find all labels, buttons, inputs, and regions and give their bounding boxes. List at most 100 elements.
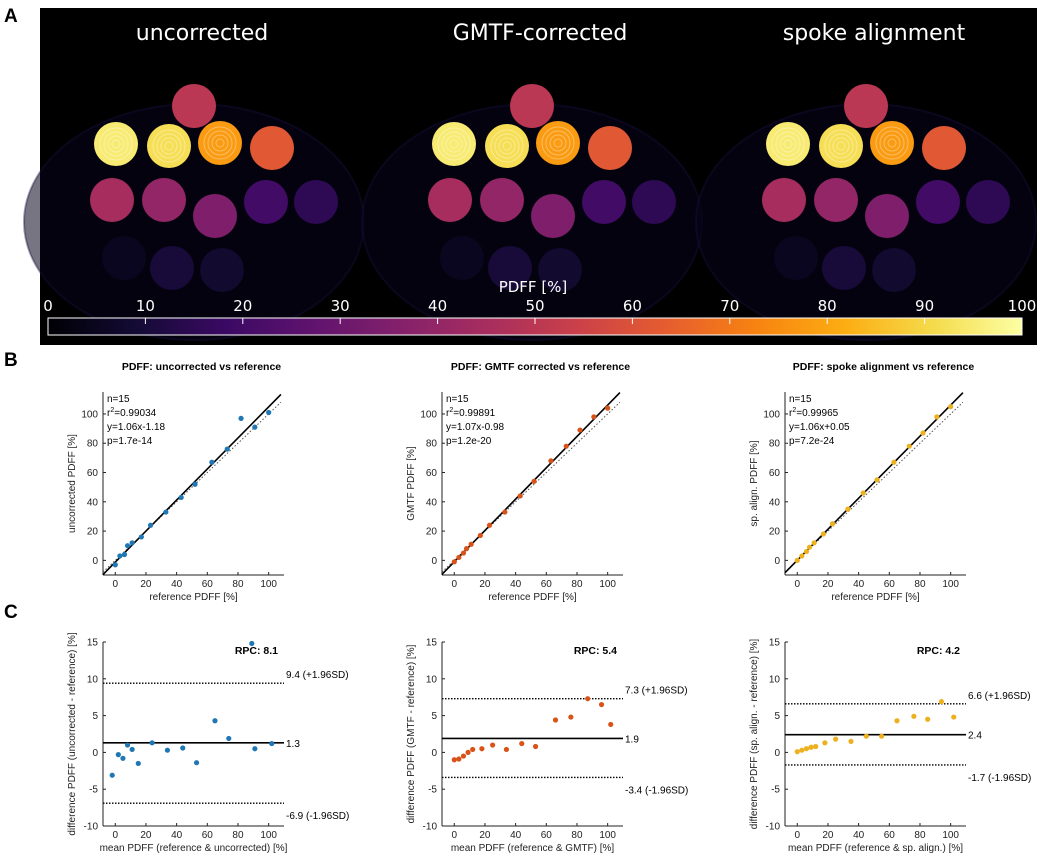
data-point bbox=[532, 743, 539, 750]
data-point bbox=[548, 458, 554, 464]
phantom-vial bbox=[872, 248, 916, 292]
identity-line bbox=[784, 401, 964, 573]
phantom-vial bbox=[844, 84, 888, 128]
x-axis-label: reference PDFF [%] bbox=[488, 592, 577, 603]
data-point bbox=[820, 531, 826, 537]
data-point bbox=[112, 562, 118, 568]
fit-line bbox=[784, 392, 964, 574]
phantom-vial bbox=[510, 84, 554, 128]
data-point bbox=[934, 414, 940, 420]
data-point bbox=[249, 640, 255, 647]
phantom-vial bbox=[766, 122, 810, 166]
data-point bbox=[813, 743, 819, 750]
phantom-vial bbox=[244, 180, 288, 224]
panel-label-b: B bbox=[4, 350, 18, 371]
upper-loa-label: 7.3 (+1.96SD) bbox=[625, 686, 688, 697]
stat-r2-prefix: r bbox=[107, 408, 111, 419]
data-point bbox=[938, 699, 945, 705]
y-tick-label: 100 bbox=[763, 409, 780, 420]
data-point bbox=[456, 756, 462, 762]
y-tick-label: 5 bbox=[431, 711, 437, 722]
phantom-vial bbox=[485, 124, 529, 168]
stat-r2: r2=0.99891 bbox=[446, 407, 496, 419]
phantom-vial bbox=[90, 178, 134, 222]
rpc-label: RPC: 8.1 bbox=[235, 645, 278, 657]
data-point bbox=[874, 477, 880, 483]
data-point bbox=[531, 478, 537, 484]
data-point bbox=[120, 755, 126, 761]
x-tick-label: 40 bbox=[171, 830, 183, 841]
vial-ring bbox=[494, 133, 520, 159]
phantom-vial bbox=[632, 180, 676, 224]
data-point bbox=[115, 752, 121, 758]
data-point bbox=[891, 459, 897, 465]
y-tick-label: -10 bbox=[423, 822, 438, 833]
phantom-vial bbox=[172, 84, 216, 128]
phantom-vial bbox=[150, 246, 194, 290]
colorbar-tick-labels: 0 10 20 30 40 50 60 70 80 90 100 bbox=[43, 297, 1036, 315]
stat-p: p=1.7e-14 bbox=[107, 436, 153, 447]
data-point bbox=[799, 747, 805, 753]
colorbar-tick-label: 60 bbox=[623, 297, 642, 315]
vial-ring bbox=[203, 126, 237, 160]
data-point bbox=[266, 409, 272, 416]
data-point bbox=[608, 721, 614, 728]
data-point bbox=[238, 415, 244, 421]
phantom-vial bbox=[822, 246, 866, 290]
data-point bbox=[845, 506, 851, 512]
vial-ring bbox=[553, 138, 563, 148]
y-tick-label: 10 bbox=[426, 674, 438, 685]
x-tick-label: 60 bbox=[541, 830, 553, 841]
colorbar-tick-label: 50 bbox=[525, 297, 544, 315]
phantom-vial bbox=[870, 121, 914, 165]
stat-fit: y=1.07x-0.98 bbox=[446, 422, 505, 433]
lower-loa-label: -1.7 (-1.96SD) bbox=[968, 773, 1031, 784]
data-point bbox=[519, 740, 525, 747]
stat-n: n=15 bbox=[789, 394, 812, 405]
x-tick-label: 80 bbox=[914, 830, 926, 841]
data-point bbox=[178, 494, 184, 501]
data-point bbox=[822, 740, 828, 746]
data-point bbox=[490, 742, 496, 748]
x-tick-label: 40 bbox=[853, 579, 865, 590]
data-point bbox=[598, 701, 605, 708]
y-tick-label: 15 bbox=[769, 638, 781, 649]
vial-ring bbox=[887, 138, 897, 148]
mean-label: 1.3 bbox=[286, 739, 300, 750]
data-point bbox=[479, 746, 485, 752]
stat-fit: y=1.06x+0.05 bbox=[789, 422, 850, 433]
stat-r2-prefix: r bbox=[446, 408, 450, 419]
bland-altman-plot-2: 0 20 40 60 80 100 -10 -5 0 5 10 15 mean PDFF (refere… bbox=[406, 638, 688, 855]
x-tick-label: 40 bbox=[510, 579, 522, 590]
phantom-vial bbox=[102, 236, 146, 280]
data-point bbox=[563, 443, 569, 449]
data-point bbox=[470, 746, 476, 753]
data-point bbox=[451, 757, 457, 763]
data-point bbox=[192, 481, 198, 487]
colorbar-tick-label: 100 bbox=[1008, 297, 1037, 315]
data-point bbox=[829, 521, 836, 527]
phantom-vial bbox=[819, 124, 863, 168]
stat-r2-exp: 2 bbox=[110, 407, 114, 414]
y-tick-label: 0 bbox=[431, 556, 437, 567]
y-axis-label: GMTF PDFF [%] bbox=[406, 446, 417, 521]
x-tick-label: 40 bbox=[510, 830, 522, 841]
data-point bbox=[477, 532, 483, 539]
phantom-vial bbox=[531, 194, 575, 238]
phantom-vial bbox=[582, 180, 626, 224]
y-tick-label: 40 bbox=[87, 497, 99, 508]
data-point bbox=[465, 749, 471, 756]
panel-label-c: C bbox=[4, 602, 18, 623]
data-point bbox=[135, 760, 141, 767]
x-tick-label: 0 bbox=[112, 579, 118, 590]
data-point bbox=[224, 446, 230, 452]
vial-ring bbox=[549, 134, 567, 152]
vial-ring bbox=[107, 135, 125, 153]
identity-line bbox=[441, 401, 621, 573]
correlation-plot-2: 0 20 40 60 80 100 0 20 40 60 80 100 reference PDFF [… bbox=[406, 361, 630, 603]
data-point bbox=[799, 553, 805, 559]
stat-n: n=15 bbox=[107, 394, 130, 405]
y-tick-label: 60 bbox=[769, 468, 781, 479]
x-tick-label: 100 bbox=[599, 830, 616, 841]
vial-ring bbox=[875, 126, 909, 160]
